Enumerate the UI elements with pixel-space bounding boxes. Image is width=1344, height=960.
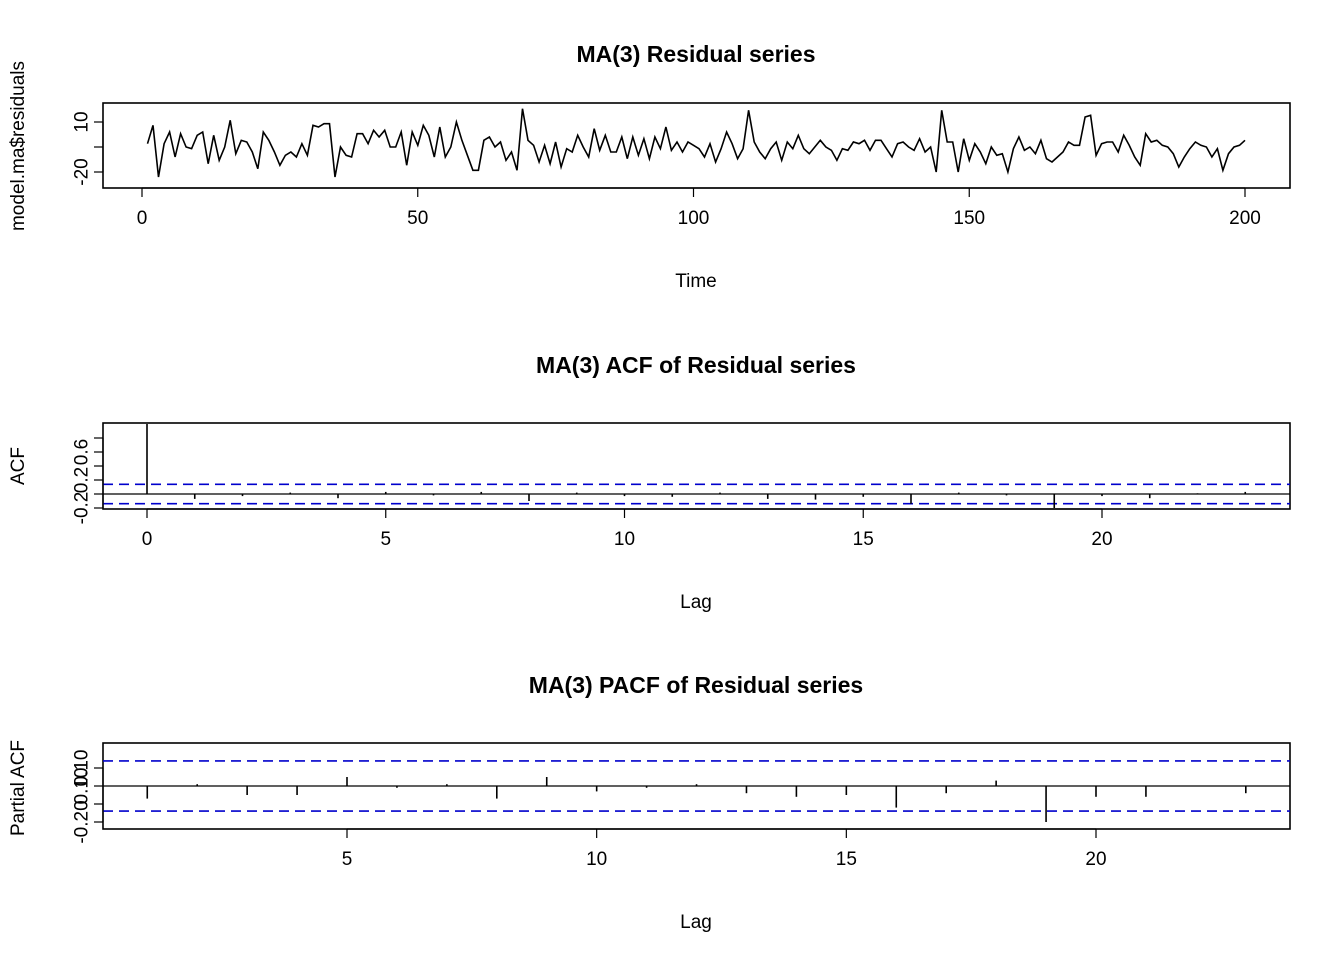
pacf-y-tick-label: 0.10 xyxy=(72,750,93,787)
pacf-x-tick-label: 5 xyxy=(342,849,353,870)
residual-y-axis: -20 10 xyxy=(72,111,104,186)
acf-marks xyxy=(103,424,1290,508)
pacf-x-tick-label: 10 xyxy=(586,849,607,870)
acf-x-tick-label: 15 xyxy=(853,529,874,550)
acf-ylabel: ACF xyxy=(8,447,29,485)
acf-y-axis: -0.20.20.6 xyxy=(72,437,104,525)
residual-line xyxy=(146,108,1246,178)
residual-xlabel: Time xyxy=(675,271,717,292)
acf-y-tick-label: 0.6 xyxy=(72,439,93,465)
pacf-x-tick-label: 15 xyxy=(836,849,857,870)
pacf-ylabel: Partial ACF xyxy=(8,740,29,836)
pacf-y-axis: -0.200.100.10 xyxy=(72,750,104,844)
residual-x-tick-label: 150 xyxy=(953,208,985,229)
acf-y-tick-label: 0.2 xyxy=(72,467,93,493)
acf-y-tick-label: -0.2 xyxy=(72,492,93,525)
pacf-title: MA(3) PACF of Residual series xyxy=(529,672,863,698)
acf-x-axis: 0 5 10 15 20 xyxy=(142,508,1113,550)
acf-plot-frame xyxy=(102,422,1291,510)
residual-x-tick-label: 200 xyxy=(1229,208,1261,229)
pacf-panel: MA(3) PACF of Residual series 5 10 15 20 -0… xyxy=(8,672,1291,933)
pacf-marks xyxy=(103,760,1290,822)
pacf-x-tick-label: 20 xyxy=(1085,849,1106,870)
residual-ylabel: model.ma$residuals xyxy=(8,61,29,231)
acf-x-tick-label: 20 xyxy=(1091,529,1112,550)
residual-x-tick-label: 50 xyxy=(407,208,428,229)
residual-y-tick-label: 10 xyxy=(72,111,93,132)
residual-x-tick-label: 0 xyxy=(137,208,148,229)
residual-x-tick-label: 100 xyxy=(678,208,710,229)
pacf-y-tick-label: -0.20 xyxy=(72,800,93,843)
residual-y-tick-label: -20 xyxy=(72,158,93,185)
acf-x-tick-label: 0 xyxy=(142,529,153,550)
acf-title: MA(3) ACF of Residual series xyxy=(536,352,856,378)
acf-xlabel: Lag xyxy=(680,592,712,613)
residual-x-axis: 0 50 100 150 200 xyxy=(137,187,1261,229)
pacf-y-tick-label: 0.10 xyxy=(72,768,93,805)
pacf-x-axis: 5 10 15 20 xyxy=(342,828,1107,870)
pacf-xlabel: Lag xyxy=(680,912,712,933)
residual-title: MA(3) Residual series xyxy=(576,41,815,67)
acf-panel: MA(3) ACF of Residual series 0 5 10 15 20 -0… xyxy=(8,352,1291,613)
acf-x-tick-label: 10 xyxy=(614,529,635,550)
acf-x-tick-label: 5 xyxy=(380,529,391,550)
residual-series-panel: MA(3) Residual series 0 50 100 150 200 -20 10… xyxy=(8,41,1291,292)
residual-plot-frame xyxy=(102,102,1291,189)
